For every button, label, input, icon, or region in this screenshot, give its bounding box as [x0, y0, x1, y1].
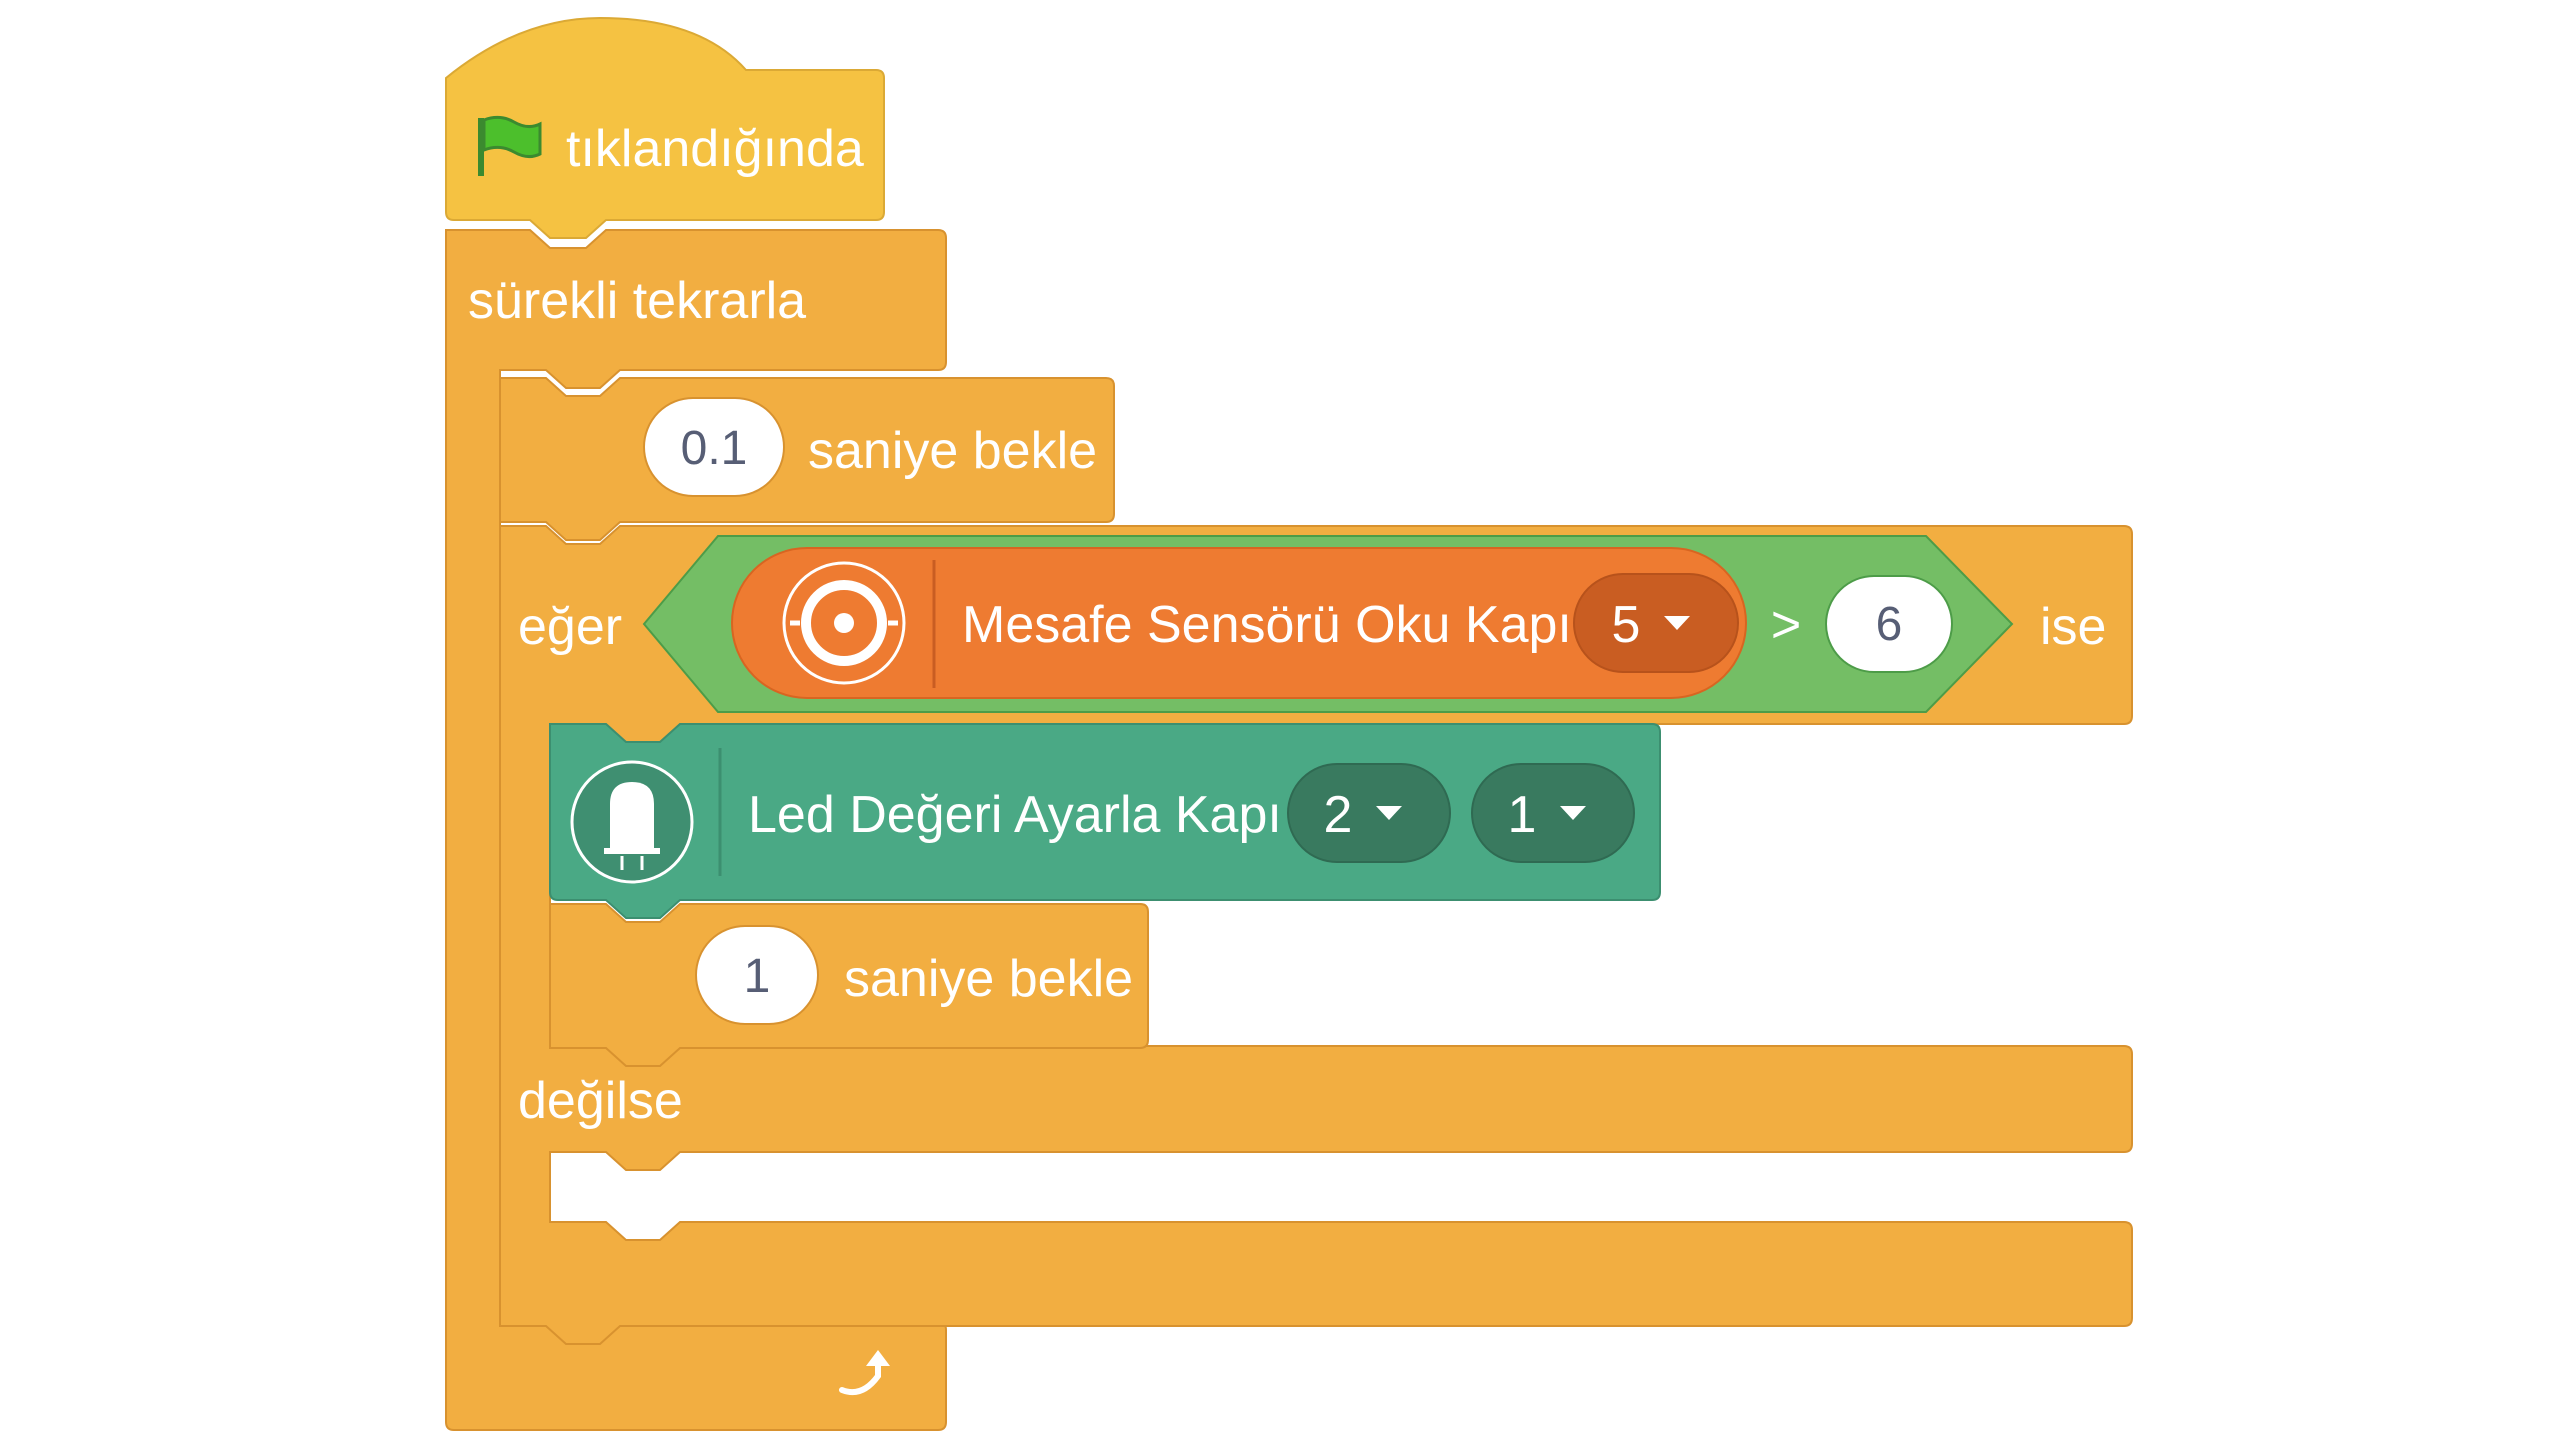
wait-label-2: saniye bekle	[844, 950, 1133, 1008]
sensor-port-value: 5	[1612, 596, 1641, 654]
forever-block[interactable]: sürekli tekrarla	[445, 229, 947, 1431]
led-set-block[interactable]: Led Değeri Ayarla Kapı 2 1	[549, 723, 1661, 919]
led-value-value: 1	[1508, 786, 1537, 844]
wait-label-1: saniye bekle	[808, 422, 1097, 480]
wait-block-2[interactable]: 1 saniye bekle	[549, 903, 1149, 1067]
hat-label: tıklandığında	[566, 120, 864, 178]
else-label: değilse	[518, 1072, 683, 1130]
wait-block-1[interactable]: 0.1 saniye bekle	[499, 377, 1115, 541]
wait-duration-value-2: 1	[744, 950, 771, 1003]
forever-label: sürekli tekrarla	[468, 272, 806, 330]
wait-duration-value-1: 0.1	[681, 422, 748, 475]
if-label: eğer	[518, 598, 622, 656]
distance-sensor-icon	[782, 561, 906, 685]
led-port-dropdown[interactable]: 2	[1287, 763, 1451, 863]
loop-arrow-icon	[839, 1350, 890, 1396]
chevron-down-icon	[1560, 806, 1586, 820]
led-label: Led Değeri Ayarla Kapı	[748, 786, 1282, 844]
wait-duration-input-2[interactable]	[695, 925, 819, 1025]
sensor-label: Mesafe Sensörü Oku Kapı	[962, 596, 1572, 654]
distance-sensor-block[interactable]: Mesafe Sensörü Oku Kapı 5	[731, 547, 1747, 699]
compare-right-input[interactable]	[1825, 575, 1953, 673]
chevron-down-icon	[1664, 616, 1690, 630]
compare-right-value: 6	[1876, 598, 1903, 651]
if-else-block[interactable]: eğer ise değilse	[499, 525, 2133, 1345]
led-icon	[570, 760, 694, 884]
led-value-dropdown[interactable]: 1	[1471, 763, 1635, 863]
chevron-down-icon	[1376, 806, 1402, 820]
operator-symbol: >	[1771, 596, 1801, 654]
green-flag-icon	[478, 115, 542, 176]
when-flag-clicked-block[interactable]: tıklandığında	[445, 16, 885, 239]
sensor-port-dropdown[interactable]: 5	[1573, 573, 1739, 673]
led-port-value: 2	[1324, 786, 1353, 844]
wait-duration-input-1[interactable]	[643, 397, 785, 497]
then-label: ise	[2040, 598, 2106, 656]
